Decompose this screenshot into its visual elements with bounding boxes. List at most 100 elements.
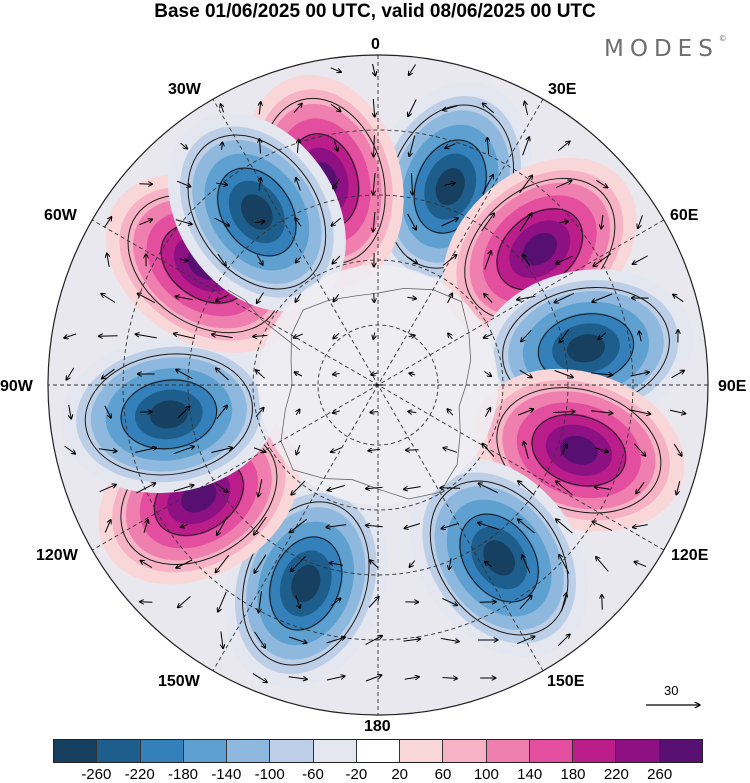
wind-arrow: [173, 446, 195, 455]
height-contour: [84, 353, 253, 476]
wind-arrow: [69, 404, 72, 419]
wind-arrow: [288, 677, 308, 680]
wind-arrow: [673, 294, 684, 303]
wind-arrow: [215, 294, 229, 302]
anomaly-contour: [435, 167, 465, 206]
wind-arrow: [176, 559, 193, 568]
wind-arrow: [365, 636, 383, 645]
wind-arrow: [408, 335, 415, 336]
anomaly-contour: [291, 564, 321, 603]
wind-arrow: [525, 101, 528, 115]
lon-label-120e: 120E: [671, 547, 709, 564]
wind-arrow: [557, 634, 570, 647]
wind-arrow: [293, 333, 303, 338]
wind-arrow: [254, 516, 267, 535]
wind-arrow: [222, 142, 223, 151]
wind-arrow: [253, 335, 268, 336]
wind-arrow: [218, 591, 227, 612]
wind-arrow: [373, 211, 375, 232]
wind-arrow: [601, 214, 603, 229]
wind-arrow: [176, 369, 193, 380]
wind-arrow: [330, 67, 342, 72]
wind-arrow: [442, 678, 458, 679]
wind-arrow: [373, 173, 375, 195]
wind-arrow: [211, 448, 232, 453]
wind-arrow: [102, 368, 115, 379]
colorbar: [53, 739, 703, 763]
wind-arrow: [373, 98, 374, 117]
wind-arrow: [633, 443, 645, 456]
latitude-circle: [252, 259, 504, 511]
wind-arrow: [487, 137, 488, 155]
wind-arrow: [560, 444, 567, 457]
wind-arrow: [591, 373, 613, 375]
wind-arrow: [291, 480, 306, 495]
colorbar-tick-label: -140: [211, 766, 242, 783]
colorbar-tick-label: 220: [603, 766, 629, 783]
wind-arrow: [449, 558, 451, 569]
wind-arrow: [333, 178, 340, 189]
wind-arrow: [441, 522, 460, 528]
wind-arrow: [673, 443, 682, 456]
wind-arrow: [295, 256, 302, 263]
wind-arrow: [173, 334, 195, 339]
colorbar-swatch: [227, 740, 271, 762]
wind-arrow: [332, 411, 340, 413]
wind-arrow: [180, 142, 188, 149]
wind-arrow: [259, 591, 262, 613]
wind-arrow: [254, 221, 265, 222]
wind-arrow: [518, 519, 535, 534]
wind-arrow: [596, 557, 609, 572]
wind-arrow: [373, 332, 374, 340]
wind-arrow: [484, 294, 493, 303]
colorbar-swatch: [529, 740, 574, 762]
wind-arrow: [442, 598, 457, 606]
wind-arrow: [211, 334, 233, 339]
lon-label-180: 180: [364, 718, 391, 735]
wind-arrow: [216, 405, 228, 420]
wind-arrow: [333, 293, 340, 302]
wind-arrow: [522, 137, 530, 156]
wind-arrow: [447, 293, 453, 304]
wind-arrow: [140, 602, 153, 603]
wind-arrow: [519, 175, 533, 194]
wind-arrow: [333, 332, 340, 338]
wind-arrow: [259, 102, 260, 115]
wind-arrow: [290, 556, 306, 571]
colorbar-swatch: [54, 740, 98, 762]
wind-arrow: [403, 639, 421, 641]
wind-arrow: [64, 445, 76, 454]
wind-arrow: [135, 334, 157, 339]
wind-arrow: [176, 180, 191, 187]
wind-arrow: [259, 178, 261, 191]
wind-arrow: [214, 217, 230, 226]
wind-arrow: [368, 597, 379, 608]
wind-arrow: [370, 412, 379, 413]
wind-arrow: [516, 636, 535, 645]
wind-arrow: [220, 104, 223, 113]
wind-arrow: [403, 486, 421, 490]
wind-arrow: [217, 253, 226, 266]
graticule: [48, 55, 708, 715]
lon-label-150e: 150E: [547, 673, 585, 690]
wind-arrow: [253, 447, 266, 452]
wind-arrow: [634, 562, 647, 567]
wind-arrow: [518, 481, 535, 496]
wind-arrow: [137, 293, 156, 304]
wind-arrow: [295, 218, 302, 227]
wind-arrow: [406, 255, 417, 263]
latitude-circle: [187, 194, 569, 576]
wind-arrow: [103, 217, 111, 228]
colorbar-swatch: [443, 740, 487, 762]
wind-arrow: [592, 293, 613, 302]
wind-arrow: [216, 368, 229, 381]
wind-arrow: [332, 255, 341, 264]
wind-arrow: [373, 63, 376, 76]
height-contour: [120, 379, 218, 450]
wind-arrow: [555, 180, 572, 189]
colorbar-swatch: [313, 740, 357, 762]
wind-arrow: [561, 593, 567, 612]
wind-arrow: [326, 524, 347, 528]
wind-arrow: [408, 411, 417, 412]
wind-arrow: [484, 371, 491, 377]
